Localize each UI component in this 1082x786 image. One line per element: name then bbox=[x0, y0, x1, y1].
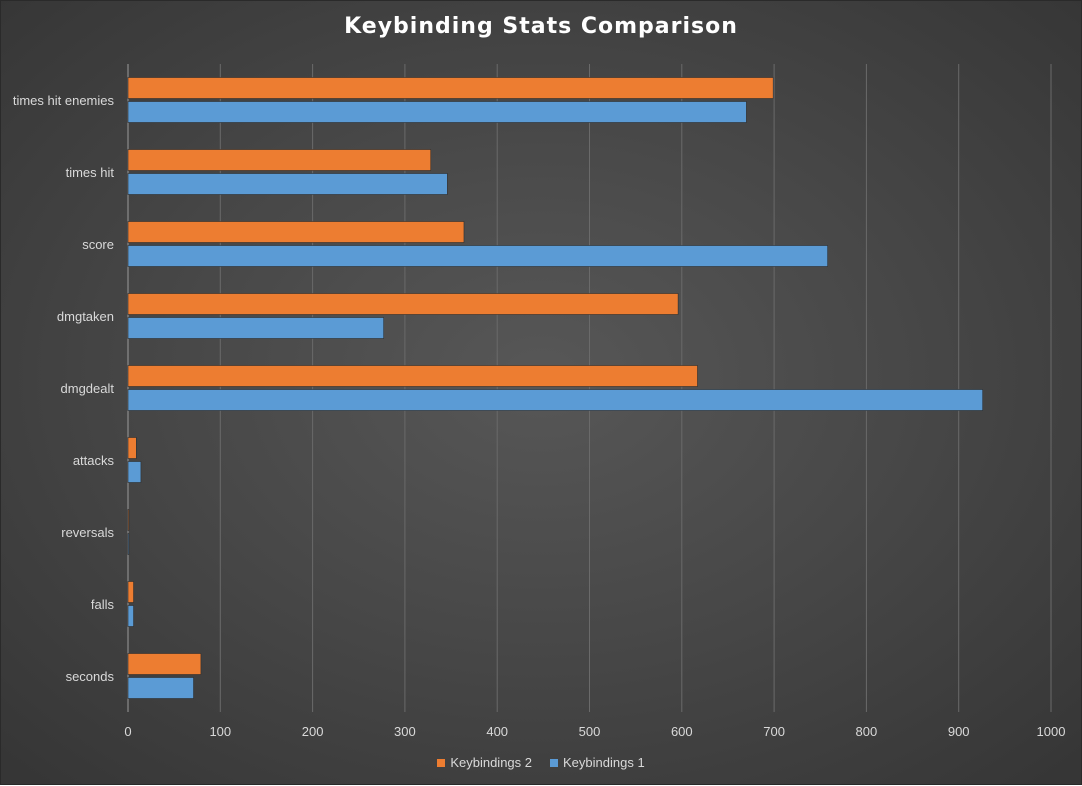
bar-keybindings-2 bbox=[127, 365, 698, 387]
x-tick-label: 400 bbox=[486, 724, 508, 739]
legend-label: Keybindings 1 bbox=[563, 755, 645, 770]
bar-keybindings-2 bbox=[127, 77, 774, 99]
legend-swatch bbox=[550, 758, 558, 767]
x-tick-label: 0 bbox=[124, 724, 131, 739]
y-category-label: reversals bbox=[61, 525, 114, 540]
bar-keybindings-2 bbox=[127, 293, 679, 315]
legend: Keybindings 2 Keybindings 1 bbox=[1, 755, 1081, 770]
y-category-label: times hit enemies bbox=[13, 93, 115, 108]
y-category-label: falls bbox=[91, 597, 115, 612]
legend-label: Keybindings 2 bbox=[450, 755, 532, 770]
bar-keybindings-1 bbox=[127, 173, 448, 195]
y-category-label: dmgtaken bbox=[57, 309, 114, 324]
bar-keybindings-1 bbox=[127, 605, 134, 627]
bar-keybindings-2 bbox=[127, 509, 130, 531]
bar-keybindings-2 bbox=[127, 149, 432, 171]
x-tick-label: 1000 bbox=[1037, 724, 1066, 739]
x-tick-label: 700 bbox=[763, 724, 785, 739]
x-tick-label: 600 bbox=[671, 724, 693, 739]
y-category-label: times hit bbox=[66, 165, 115, 180]
x-tick-label: 300 bbox=[394, 724, 416, 739]
bar-keybindings-2 bbox=[127, 221, 465, 243]
bar-keybindings-1 bbox=[127, 101, 747, 123]
x-tick-label: 500 bbox=[579, 724, 601, 739]
x-tick-label: 900 bbox=[948, 724, 970, 739]
bar-keybindings-2 bbox=[127, 437, 137, 459]
bar-keybindings-2 bbox=[127, 653, 202, 675]
legend-item: Keybindings 2 bbox=[437, 755, 532, 770]
y-category-label: attacks bbox=[73, 453, 115, 468]
x-tick-label: 800 bbox=[856, 724, 878, 739]
bar-keybindings-1 bbox=[127, 461, 142, 483]
y-category-label: score bbox=[82, 237, 114, 252]
x-tick-label: 200 bbox=[302, 724, 324, 739]
x-tick-label: 100 bbox=[209, 724, 231, 739]
bar-keybindings-2 bbox=[127, 581, 134, 603]
legend-item: Keybindings 1 bbox=[550, 755, 645, 770]
chart-title: Keybinding Stats Comparison bbox=[344, 14, 738, 39]
legend-swatch bbox=[437, 758, 446, 767]
bar-keybindings-1 bbox=[127, 389, 983, 411]
y-category-label: seconds bbox=[66, 669, 115, 684]
bar-keybindings-1 bbox=[127, 677, 194, 699]
bar-keybindings-1 bbox=[127, 533, 130, 555]
y-category-label: dmgdealt bbox=[61, 381, 115, 396]
bar-keybindings-1 bbox=[127, 245, 828, 267]
bar-keybindings-1 bbox=[127, 317, 384, 339]
